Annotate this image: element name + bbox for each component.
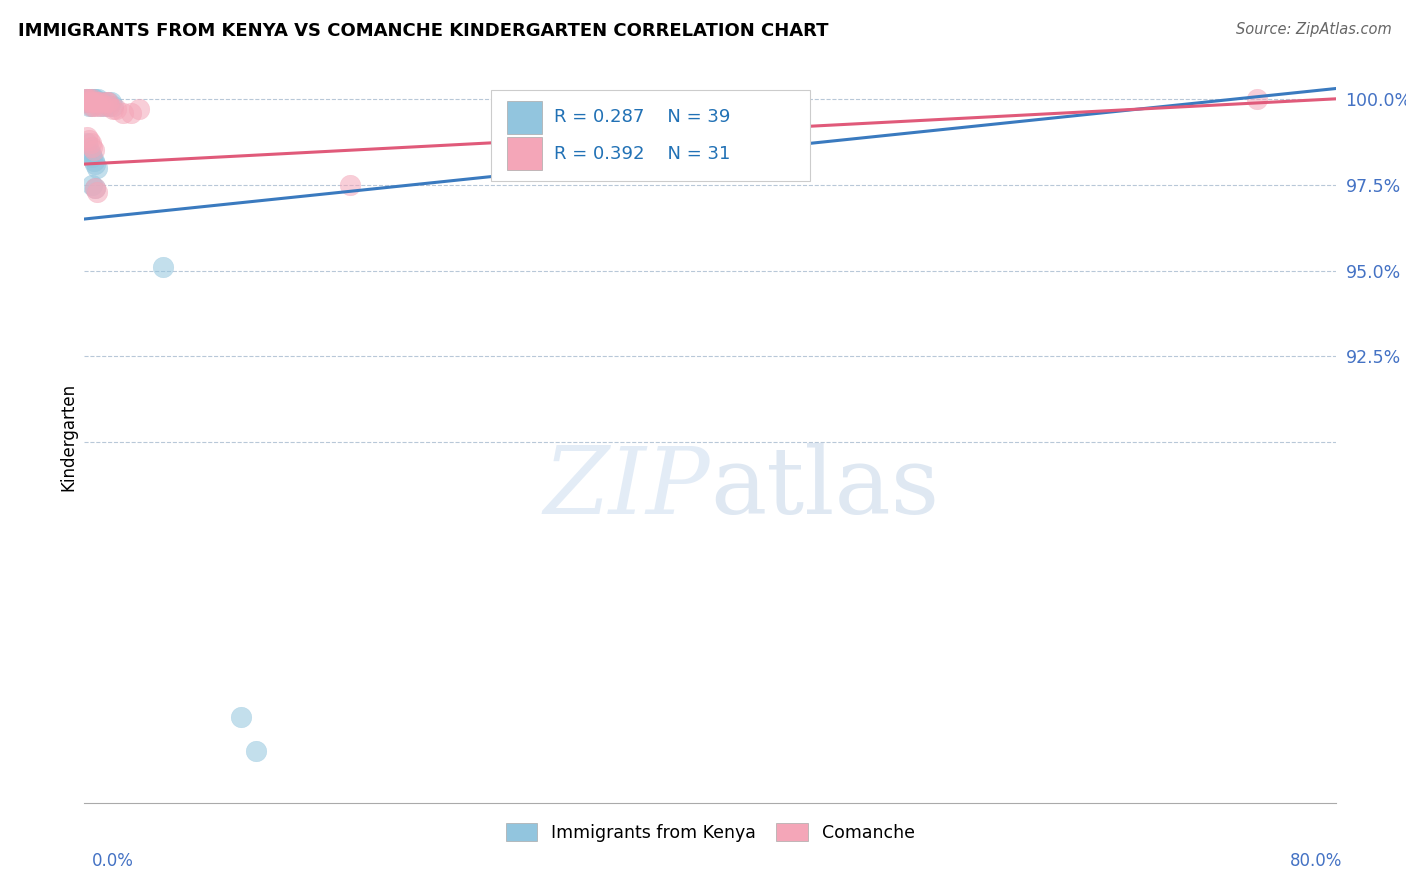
Text: atlas: atlas (710, 443, 939, 533)
Point (76, 95, 98, 110)
Point (96, 95, 118, 110)
Point (77, 92, 100, 106)
Point (101, 98, 124, 112)
Text: R = 0.287    N = 39: R = 0.287 N = 39 (554, 109, 730, 127)
Text: 0.0%: 0.0% (91, 852, 134, 870)
Point (83, 98, 105, 112)
Point (82, 95, 104, 110)
Text: ZIP: ZIP (543, 443, 710, 533)
Point (76, 95, 98, 110)
Point (84, 157, 107, 171)
Point (79, 98, 101, 112)
Point (76, 129, 98, 144)
Point (84, 95, 107, 110)
Point (82, 92, 104, 106)
Text: R = 0.392    N = 31: R = 0.392 N = 31 (554, 145, 730, 163)
Point (79, 95, 101, 110)
Legend: Immigrants from Kenya, Comanche: Immigrants from Kenya, Comanche (499, 816, 921, 849)
Point (97, 95, 120, 110)
Point (82, 150, 104, 164)
Point (82, 140, 104, 154)
FancyBboxPatch shape (508, 101, 543, 134)
Point (152, 260, 174, 274)
Point (339, 178, 361, 192)
Point (82, 95, 104, 110)
Text: IMMIGRANTS FROM KENYA VS COMANCHE KINDERGARTEN CORRELATION CHART: IMMIGRANTS FROM KENYA VS COMANCHE KINDER… (18, 22, 828, 40)
Point (112, 105, 135, 120)
Point (91, 98, 114, 112)
Point (128, 102, 150, 116)
Point (89, 95, 111, 110)
Y-axis label: Kindergarten: Kindergarten (59, 383, 77, 491)
Text: Source: ZipAtlas.com: Source: ZipAtlas.com (1236, 22, 1392, 37)
Point (79, 136, 101, 151)
FancyBboxPatch shape (491, 90, 810, 181)
Point (77, 98, 100, 112)
Point (1246, 92, 1268, 106)
Point (87, 92, 110, 106)
Point (79, 95, 101, 110)
Point (91, 95, 114, 110)
Point (76, 92, 98, 106)
Point (77, 133, 100, 147)
Point (75, 92, 97, 106)
Point (98, 98, 121, 112)
Point (86, 185, 108, 199)
Point (89, 95, 111, 110)
Point (97, 95, 120, 110)
Point (90, 95, 112, 110)
Point (82, 92, 104, 106)
Point (84, 95, 107, 110)
Point (79, 146, 101, 161)
Point (76, 92, 98, 106)
Point (86, 161, 108, 175)
Point (77, 92, 100, 106)
Point (86, 95, 108, 110)
Point (83, 92, 105, 106)
Point (77, 95, 100, 110)
Point (84, 181, 107, 195)
Point (98, 98, 121, 112)
Point (75, 92, 97, 106)
Point (100, 95, 122, 110)
Point (93, 98, 115, 112)
Point (77, 144, 100, 158)
Point (245, 744, 267, 758)
Point (87, 98, 110, 112)
Point (84, 92, 107, 106)
Point (83, 95, 105, 110)
Point (76, 136, 98, 151)
Point (104, 102, 127, 116)
Point (86, 95, 108, 110)
Point (101, 102, 124, 116)
Point (83, 144, 105, 158)
Point (229, 710, 252, 724)
Point (83, 153, 105, 168)
Text: 80.0%: 80.0% (1291, 852, 1343, 870)
Point (75, 95, 97, 110)
Point (79, 92, 101, 106)
Point (82, 178, 104, 192)
Point (82, 98, 104, 112)
Point (89, 98, 111, 112)
Point (84, 181, 107, 195)
Point (120, 105, 142, 120)
FancyBboxPatch shape (508, 137, 543, 170)
